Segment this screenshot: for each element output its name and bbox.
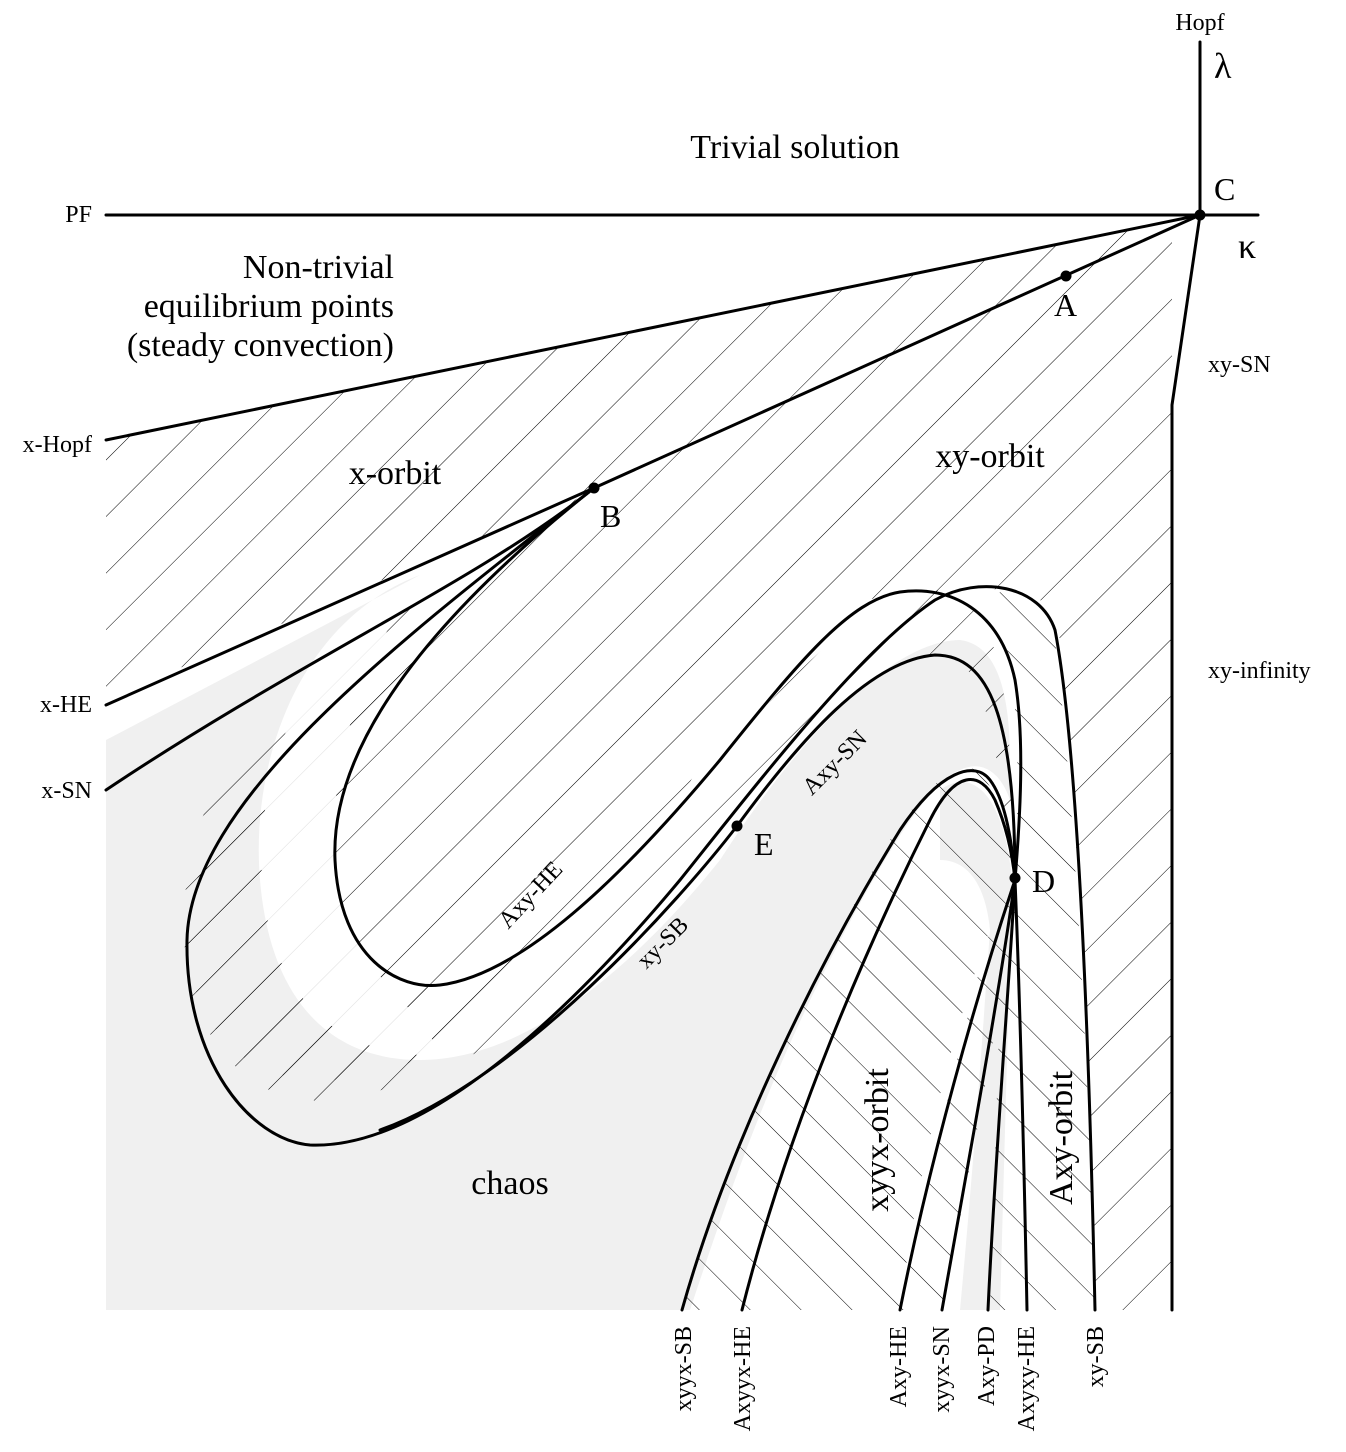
axy-he-outer-curve (378, 824, 739, 1132)
bottom-label-axy-pd: Axy-PD (974, 1326, 1000, 1406)
point-b-label: B (600, 498, 621, 534)
bottom-label-axyyx-he: Axyyx-HE (730, 1326, 756, 1431)
bottom-label-axy-he: Axy-HE (886, 1326, 912, 1407)
point-a (1060, 270, 1072, 282)
hopf-label: Hopf (1175, 10, 1224, 36)
bottom-label-xy-sb: xy-SB (1083, 1326, 1109, 1387)
xyyx-sn-curve (940, 878, 1017, 1312)
axyxy-he-curve (1013, 878, 1029, 1312)
trivial-solution-label: Trivial solution (690, 129, 899, 166)
point-a-label: A (1054, 287, 1077, 323)
point-e-label: E (754, 826, 774, 862)
nontrivial-label-3: (steady convection) (127, 327, 394, 364)
axy-he-bottom-curve (898, 878, 1017, 1312)
xy-sn-label: xy-SN (1208, 352, 1271, 378)
x-hopf-line (104, 213, 1202, 442)
straight-lines (104, 40, 1260, 1312)
point-c (1194, 209, 1206, 221)
x-he-line-lower (104, 486, 596, 707)
nontrivial-label-1: Non-trivial (243, 249, 394, 286)
x-hopf-label: x-Hopf (23, 432, 92, 458)
xy-orbit-label: xy-orbit (935, 438, 1045, 475)
x-sn-curve (104, 486, 596, 792)
nontrivial-label-2: equilibrium points (144, 288, 394, 325)
hatch-inner-loop (184, 488, 1013, 1101)
xy-infinity-label: xy-infinity (1208, 658, 1311, 684)
x-he-label: x-HE (40, 692, 92, 718)
x-sn-label: x-SN (41, 778, 92, 804)
white-ring (261, 575, 433, 1055)
point-e (731, 820, 743, 832)
x-orbit-label: x-orbit (349, 455, 442, 492)
xy-sn-line (1170, 213, 1202, 1312)
bottom-label-axyxy-he: Axyxy-HE (1014, 1326, 1040, 1431)
points (588, 209, 1206, 884)
point-d-label: D (1032, 863, 1055, 899)
xy-sb-outer-loop (185, 486, 1097, 1312)
lambda-label: λ (1214, 46, 1232, 86)
axy-he-inner-loop (333, 486, 1023, 988)
x-he-line-upper (592, 213, 1202, 490)
bottom-label-xyyx-sn: xyyx-SN (929, 1326, 955, 1413)
hatch-axy-orbit-region (990, 592, 1095, 1310)
point-b (588, 482, 600, 494)
chaos-fill-lower-left (106, 575, 1010, 1310)
kappa-label: κ (1238, 226, 1256, 266)
pf-label: PF (65, 202, 92, 228)
curves (104, 486, 1097, 1312)
point-c-label: C (1214, 171, 1235, 207)
hatch-xyyx-region (682, 767, 1025, 1310)
axyyx-he-curve (740, 778, 1017, 1312)
bottom-label-xyyx-sb: xyyx-SB (671, 1326, 697, 1411)
axy-sn-curve (735, 653, 1017, 882)
xyyx-sb-curve (680, 769, 1017, 1312)
labels: Hopf λ κ C A B E D PF x-Hopf x-HE x-SN x… (23, 10, 1311, 1431)
axy-orbit-label: Axy-orbit (1043, 1070, 1080, 1205)
axy-pd-curve (986, 878, 1017, 1312)
point-d (1009, 872, 1021, 884)
xyyx-orbit-label: xyyx-orbit (859, 1068, 896, 1212)
chaos-label: chaos (471, 1165, 548, 1202)
